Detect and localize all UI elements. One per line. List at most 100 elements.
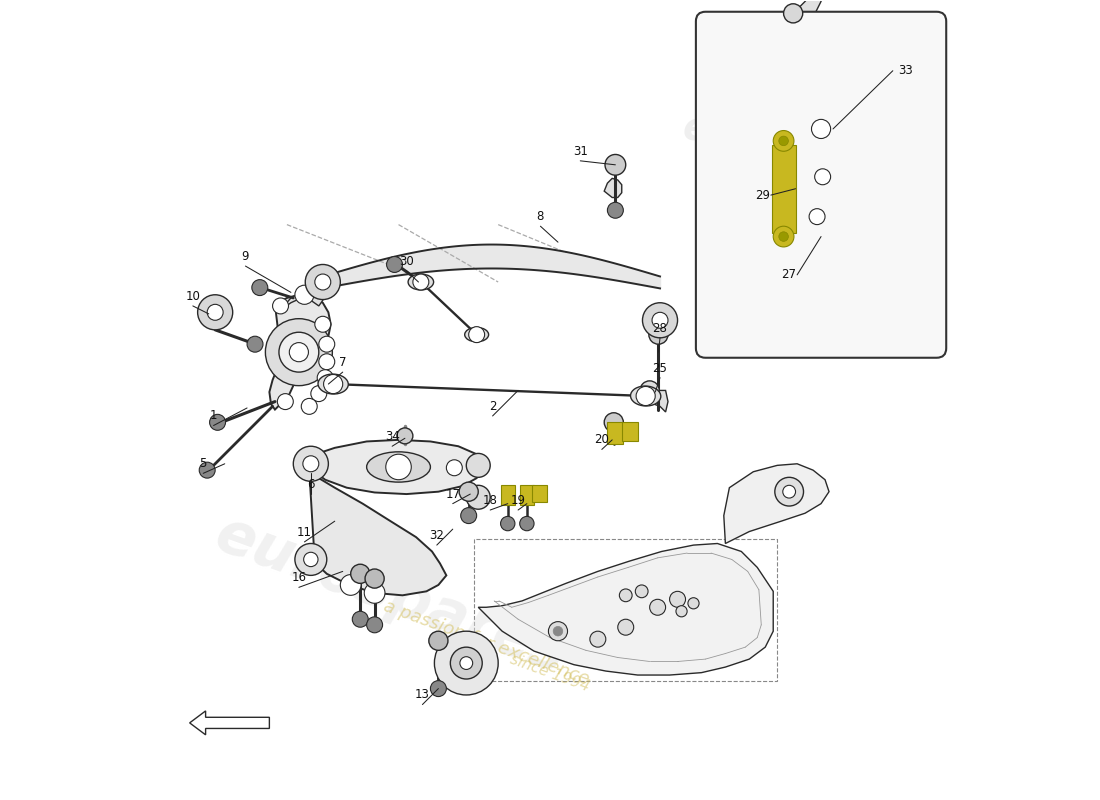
Polygon shape bbox=[270, 294, 331, 410]
Circle shape bbox=[315, 316, 331, 332]
Circle shape bbox=[607, 202, 624, 218]
Circle shape bbox=[500, 516, 515, 530]
Text: 34: 34 bbox=[385, 430, 399, 443]
Circle shape bbox=[773, 226, 794, 247]
Circle shape bbox=[619, 589, 632, 602]
Circle shape bbox=[319, 336, 334, 352]
Circle shape bbox=[460, 657, 473, 670]
Circle shape bbox=[340, 574, 361, 595]
Circle shape bbox=[279, 332, 319, 372]
Circle shape bbox=[311, 386, 327, 402]
Text: 29: 29 bbox=[755, 189, 770, 202]
Circle shape bbox=[640, 381, 659, 400]
Circle shape bbox=[301, 398, 317, 414]
Circle shape bbox=[366, 617, 383, 633]
Circle shape bbox=[649, 325, 668, 344]
Circle shape bbox=[783, 4, 803, 23]
Circle shape bbox=[198, 294, 233, 330]
Circle shape bbox=[590, 631, 606, 647]
Circle shape bbox=[365, 569, 384, 588]
Ellipse shape bbox=[630, 386, 661, 406]
Text: 10: 10 bbox=[186, 290, 200, 303]
Circle shape bbox=[604, 413, 624, 432]
Text: 13: 13 bbox=[415, 689, 430, 702]
Text: 16: 16 bbox=[292, 571, 307, 584]
Polygon shape bbox=[724, 464, 829, 543]
Circle shape bbox=[773, 130, 794, 151]
Bar bbox=[519, 486, 535, 506]
Bar bbox=[771, 145, 795, 233]
Text: 7: 7 bbox=[339, 356, 346, 369]
Circle shape bbox=[265, 318, 332, 386]
Circle shape bbox=[605, 154, 626, 175]
Circle shape bbox=[295, 543, 327, 575]
Text: 8: 8 bbox=[537, 210, 544, 223]
Circle shape bbox=[294, 446, 329, 482]
Circle shape bbox=[650, 599, 666, 615]
Text: 20: 20 bbox=[594, 434, 609, 446]
Circle shape bbox=[207, 304, 223, 320]
Polygon shape bbox=[757, 81, 837, 257]
Text: 28: 28 bbox=[652, 322, 668, 334]
Text: a passion for excellence: a passion for excellence bbox=[381, 598, 592, 689]
Circle shape bbox=[815, 169, 830, 185]
Circle shape bbox=[642, 302, 678, 338]
Circle shape bbox=[429, 631, 448, 650]
Circle shape bbox=[553, 626, 563, 636]
Circle shape bbox=[774, 478, 803, 506]
Circle shape bbox=[315, 274, 331, 290]
Text: 32: 32 bbox=[429, 529, 444, 542]
Circle shape bbox=[302, 456, 319, 472]
Ellipse shape bbox=[318, 374, 349, 394]
Circle shape bbox=[430, 681, 447, 697]
Circle shape bbox=[779, 136, 789, 146]
FancyBboxPatch shape bbox=[696, 12, 946, 358]
Ellipse shape bbox=[366, 452, 430, 482]
Polygon shape bbox=[309, 440, 482, 494]
Text: 19: 19 bbox=[510, 494, 526, 507]
Circle shape bbox=[277, 394, 294, 410]
Circle shape bbox=[549, 622, 568, 641]
Text: 17: 17 bbox=[446, 487, 460, 501]
Ellipse shape bbox=[464, 327, 488, 342]
Bar bbox=[532, 485, 547, 502]
Circle shape bbox=[317, 370, 333, 386]
Text: eurospares: eurospares bbox=[682, 110, 928, 148]
Text: since 1994: since 1994 bbox=[508, 651, 592, 694]
Text: 27: 27 bbox=[781, 268, 796, 282]
Polygon shape bbox=[189, 711, 270, 735]
Text: eurospares: eurospares bbox=[208, 506, 574, 686]
Circle shape bbox=[466, 454, 491, 478]
Text: 6: 6 bbox=[307, 478, 315, 491]
Polygon shape bbox=[478, 543, 773, 675]
Circle shape bbox=[652, 312, 668, 328]
Circle shape bbox=[306, 265, 340, 299]
Text: 1: 1 bbox=[210, 410, 218, 422]
Circle shape bbox=[273, 298, 288, 314]
Circle shape bbox=[289, 342, 308, 362]
Polygon shape bbox=[309, 470, 447, 595]
Circle shape bbox=[248, 336, 263, 352]
Circle shape bbox=[636, 585, 648, 598]
Polygon shape bbox=[773, 0, 821, 50]
Circle shape bbox=[323, 374, 343, 394]
Polygon shape bbox=[280, 290, 322, 308]
Circle shape bbox=[352, 611, 368, 627]
Circle shape bbox=[670, 591, 685, 607]
Circle shape bbox=[364, 582, 385, 603]
Bar bbox=[500, 486, 515, 506]
Circle shape bbox=[450, 647, 482, 679]
Text: 9: 9 bbox=[242, 250, 250, 263]
Circle shape bbox=[319, 354, 334, 370]
Circle shape bbox=[812, 119, 830, 138]
Circle shape bbox=[295, 285, 313, 304]
Circle shape bbox=[779, 232, 789, 242]
Circle shape bbox=[199, 462, 216, 478]
Polygon shape bbox=[604, 178, 622, 198]
Circle shape bbox=[252, 280, 267, 295]
Circle shape bbox=[461, 508, 476, 523]
Circle shape bbox=[466, 486, 491, 510]
Circle shape bbox=[459, 482, 478, 502]
Circle shape bbox=[636, 386, 656, 406]
Text: 18: 18 bbox=[483, 494, 497, 507]
